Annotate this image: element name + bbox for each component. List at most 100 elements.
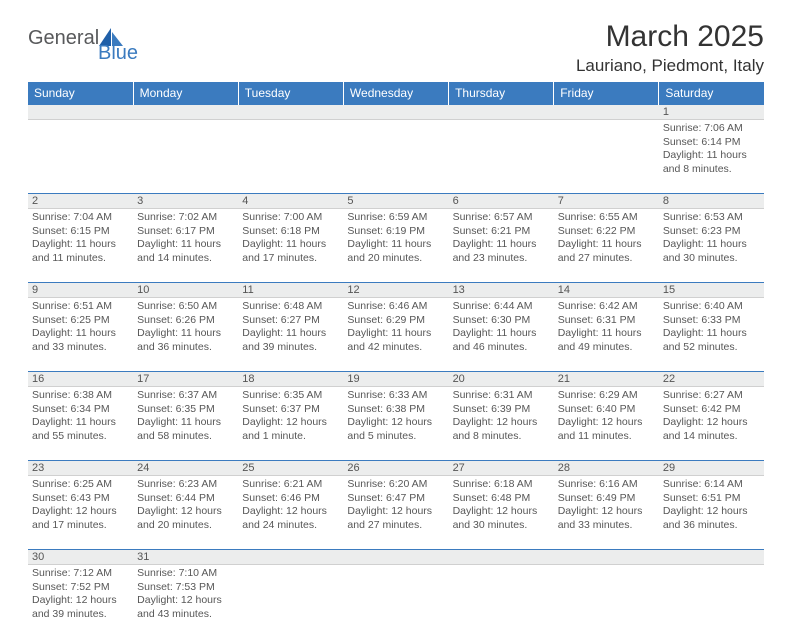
daylight-text: Daylight: 12 hours and 14 minutes. bbox=[663, 416, 760, 443]
sunrise-text: Sunrise: 6:48 AM bbox=[242, 300, 339, 314]
day-content-cell: Sunrise: 6:25 AMSunset: 6:43 PMDaylight:… bbox=[28, 476, 133, 550]
sunrise-text: Sunrise: 6:51 AM bbox=[32, 300, 129, 314]
daylight-text: Daylight: 12 hours and 5 minutes. bbox=[347, 416, 444, 443]
day-content-cell: Sunrise: 7:12 AMSunset: 7:52 PMDaylight:… bbox=[28, 565, 133, 639]
sunrise-text: Sunrise: 6:50 AM bbox=[137, 300, 234, 314]
sunrise-text: Sunrise: 6:21 AM bbox=[242, 478, 339, 492]
sunrise-text: Sunrise: 6:35 AM bbox=[242, 389, 339, 403]
day-number-cell bbox=[554, 550, 659, 565]
day-number-cell: 12 bbox=[343, 283, 448, 298]
daylight-text: Daylight: 12 hours and 30 minutes. bbox=[453, 505, 550, 532]
day-content-cell: Sunrise: 7:00 AMSunset: 6:18 PMDaylight:… bbox=[238, 209, 343, 283]
daylight-text: Daylight: 11 hours and 33 minutes. bbox=[32, 327, 129, 354]
day-header: Tuesday bbox=[238, 82, 343, 105]
day-number-cell: 16 bbox=[28, 372, 133, 387]
day-number-cell bbox=[238, 105, 343, 120]
sunrise-text: Sunrise: 6:46 AM bbox=[347, 300, 444, 314]
daylight-text: Daylight: 11 hours and 39 minutes. bbox=[242, 327, 339, 354]
sunset-text: Sunset: 6:40 PM bbox=[558, 403, 655, 417]
sunrise-text: Sunrise: 6:42 AM bbox=[558, 300, 655, 314]
sunrise-text: Sunrise: 7:04 AM bbox=[32, 211, 129, 225]
day-content-cell: Sunrise: 6:14 AMSunset: 6:51 PMDaylight:… bbox=[659, 476, 764, 550]
daylight-text: Daylight: 12 hours and 27 minutes. bbox=[347, 505, 444, 532]
day-number-cell: 5 bbox=[343, 194, 448, 209]
sunrise-text: Sunrise: 6:57 AM bbox=[453, 211, 550, 225]
sunset-text: Sunset: 6:46 PM bbox=[242, 492, 339, 506]
day-number-cell: 13 bbox=[449, 283, 554, 298]
day-number-cell: 29 bbox=[659, 461, 764, 476]
daylight-text: Daylight: 12 hours and 20 minutes. bbox=[137, 505, 234, 532]
day-number-cell: 4 bbox=[238, 194, 343, 209]
day-number-cell: 23 bbox=[28, 461, 133, 476]
sunset-text: Sunset: 6:31 PM bbox=[558, 314, 655, 328]
logo-text-general: General bbox=[28, 27, 99, 50]
sunset-text: Sunset: 6:48 PM bbox=[453, 492, 550, 506]
day-content-cell: Sunrise: 6:50 AMSunset: 6:26 PMDaylight:… bbox=[133, 298, 238, 372]
day-content-cell: Sunrise: 6:38 AMSunset: 6:34 PMDaylight:… bbox=[28, 387, 133, 461]
daylight-text: Daylight: 11 hours and 27 minutes. bbox=[558, 238, 655, 265]
sunset-text: Sunset: 6:23 PM bbox=[663, 225, 760, 239]
sunset-text: Sunset: 6:35 PM bbox=[137, 403, 234, 417]
daylight-text: Daylight: 11 hours and 23 minutes. bbox=[453, 238, 550, 265]
daylight-text: Daylight: 11 hours and 30 minutes. bbox=[663, 238, 760, 265]
day-content-cell: Sunrise: 6:29 AMSunset: 6:40 PMDaylight:… bbox=[554, 387, 659, 461]
day-content-cell bbox=[133, 120, 238, 194]
day-content-cell: Sunrise: 6:44 AMSunset: 6:30 PMDaylight:… bbox=[449, 298, 554, 372]
sunset-text: Sunset: 6:44 PM bbox=[137, 492, 234, 506]
daylight-text: Daylight: 11 hours and 55 minutes. bbox=[32, 416, 129, 443]
day-number-cell: 22 bbox=[659, 372, 764, 387]
sunset-text: Sunset: 6:17 PM bbox=[137, 225, 234, 239]
sunset-text: Sunset: 6:25 PM bbox=[32, 314, 129, 328]
day-content-cell: Sunrise: 6:55 AMSunset: 6:22 PMDaylight:… bbox=[554, 209, 659, 283]
sunrise-text: Sunrise: 6:33 AM bbox=[347, 389, 444, 403]
sunrise-text: Sunrise: 6:31 AM bbox=[453, 389, 550, 403]
day-content-cell bbox=[343, 565, 448, 639]
day-number-cell: 8 bbox=[659, 194, 764, 209]
day-content-cell: Sunrise: 6:48 AMSunset: 6:27 PMDaylight:… bbox=[238, 298, 343, 372]
daylight-text: Daylight: 11 hours and 11 minutes. bbox=[32, 238, 129, 265]
sunrise-text: Sunrise: 7:12 AM bbox=[32, 567, 129, 581]
day-number-cell: 27 bbox=[449, 461, 554, 476]
day-content-cell bbox=[238, 565, 343, 639]
day-number-cell: 11 bbox=[238, 283, 343, 298]
daylight-text: Daylight: 11 hours and 52 minutes. bbox=[663, 327, 760, 354]
day-number-cell bbox=[449, 550, 554, 565]
day-header: Wednesday bbox=[343, 82, 448, 105]
daylight-text: Daylight: 12 hours and 33 minutes. bbox=[558, 505, 655, 532]
day-number-cell: 18 bbox=[238, 372, 343, 387]
day-content-cell bbox=[554, 120, 659, 194]
day-number-cell: 14 bbox=[554, 283, 659, 298]
day-number-cell: 26 bbox=[343, 461, 448, 476]
daylight-text: Daylight: 12 hours and 43 minutes. bbox=[137, 594, 234, 621]
day-content-cell bbox=[238, 120, 343, 194]
day-header: Friday bbox=[554, 82, 659, 105]
sunset-text: Sunset: 6:42 PM bbox=[663, 403, 760, 417]
sunset-text: Sunset: 7:52 PM bbox=[32, 581, 129, 595]
day-number-cell: 25 bbox=[238, 461, 343, 476]
day-content-cell: Sunrise: 6:57 AMSunset: 6:21 PMDaylight:… bbox=[449, 209, 554, 283]
daylight-text: Daylight: 11 hours and 14 minutes. bbox=[137, 238, 234, 265]
sunrise-text: Sunrise: 6:38 AM bbox=[32, 389, 129, 403]
sunrise-text: Sunrise: 7:06 AM bbox=[663, 122, 760, 136]
sunrise-text: Sunrise: 7:02 AM bbox=[137, 211, 234, 225]
day-number-cell: 30 bbox=[28, 550, 133, 565]
day-content-cell: Sunrise: 6:27 AMSunset: 6:42 PMDaylight:… bbox=[659, 387, 764, 461]
day-number-cell: 15 bbox=[659, 283, 764, 298]
day-number-cell: 21 bbox=[554, 372, 659, 387]
day-number-cell bbox=[659, 550, 764, 565]
sunset-text: Sunset: 6:39 PM bbox=[453, 403, 550, 417]
daylight-text: Daylight: 11 hours and 46 minutes. bbox=[453, 327, 550, 354]
title-block: March 2025 Lauriano, Piedmont, Italy bbox=[576, 20, 764, 76]
day-content-cell bbox=[449, 120, 554, 194]
day-number-cell: 28 bbox=[554, 461, 659, 476]
day-number-cell: 9 bbox=[28, 283, 133, 298]
sunrise-text: Sunrise: 6:59 AM bbox=[347, 211, 444, 225]
day-number-cell bbox=[343, 105, 448, 120]
day-number-cell: 31 bbox=[133, 550, 238, 565]
sunset-text: Sunset: 6:21 PM bbox=[453, 225, 550, 239]
sunset-text: Sunset: 6:15 PM bbox=[32, 225, 129, 239]
daylight-text: Daylight: 11 hours and 20 minutes. bbox=[347, 238, 444, 265]
day-header: Sunday bbox=[28, 82, 133, 105]
day-number-cell: 1 bbox=[659, 105, 764, 120]
daylight-text: Daylight: 12 hours and 17 minutes. bbox=[32, 505, 129, 532]
